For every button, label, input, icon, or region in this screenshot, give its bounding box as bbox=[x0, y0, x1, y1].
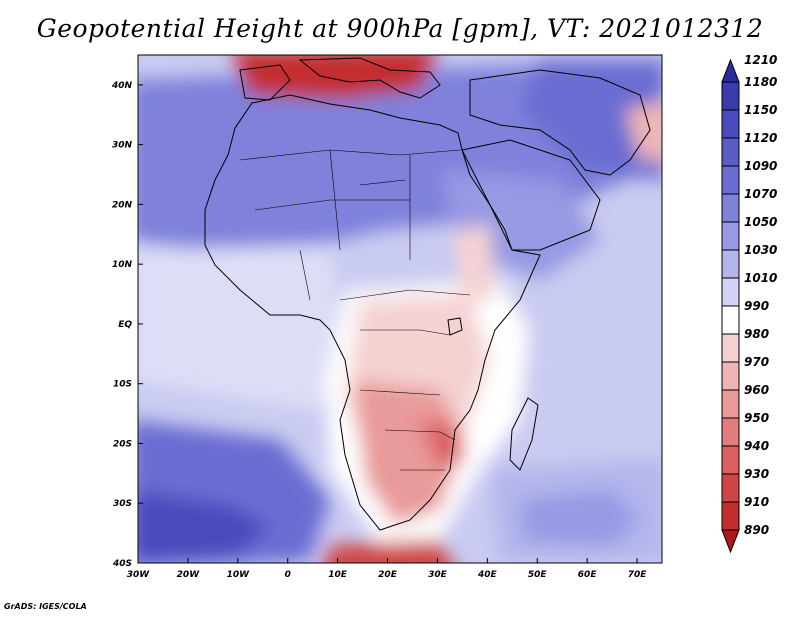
lon-tick-label: 70E bbox=[628, 570, 648, 580]
colorbar-bin bbox=[721, 277, 740, 307]
lat-tick-label: 10S bbox=[113, 380, 132, 390]
colorbar-label: 890 bbox=[744, 523, 769, 537]
colorbar-label: 1120 bbox=[744, 131, 777, 145]
lat-tick-label: 20N bbox=[112, 200, 133, 210]
lon-tick-label: 60E bbox=[578, 570, 598, 580]
lat-tick-label: 40N bbox=[111, 81, 133, 91]
colorbar-bin bbox=[721, 109, 740, 139]
colorbar-bin bbox=[721, 165, 740, 195]
lon-tick-label: 30E bbox=[428, 570, 448, 580]
africa-coastline bbox=[204, 94, 541, 531]
colorbar-label: 960 bbox=[744, 383, 769, 397]
colorbar-bin bbox=[721, 501, 740, 531]
colorbar-bin bbox=[721, 221, 740, 251]
colorbar-label: 940 bbox=[744, 439, 769, 453]
colorbar-label: 1010 bbox=[744, 271, 777, 285]
latitude-axis: 40N 30N 20N 10N EQ 10S 20S 30S 40S bbox=[111, 81, 143, 569]
lon-tick-label: 30W bbox=[127, 570, 151, 580]
sw-high-core bbox=[138, 491, 270, 560]
coastlines bbox=[204, 57, 651, 531]
colorbar-bin bbox=[721, 249, 740, 279]
tibet-low bbox=[625, 101, 662, 160]
lon-tick-label: 40E bbox=[477, 570, 498, 580]
colorbar-label: 990 bbox=[744, 299, 769, 313]
lat-tick-label: 10N bbox=[112, 260, 133, 270]
lon-tick-label: 10W bbox=[227, 570, 251, 580]
lon-tick-label: 10E bbox=[328, 570, 348, 580]
colorbar-bin bbox=[721, 473, 740, 503]
lat-tick-label: EQ bbox=[118, 320, 132, 330]
colorbar-label: 930 bbox=[744, 467, 769, 481]
colorbar-label: 980 bbox=[744, 327, 769, 341]
south-low-core bbox=[420, 420, 465, 470]
colorbar-bin bbox=[721, 81, 740, 111]
colorbar-label: 1180 bbox=[744, 75, 777, 89]
lat-tick-label: 30S bbox=[113, 499, 132, 509]
colorbar-label: 1210 bbox=[744, 53, 777, 67]
colorbar-bin bbox=[721, 361, 740, 391]
south-ocean-low bbox=[324, 540, 452, 563]
colorbar-bin bbox=[721, 417, 740, 447]
lon-tick-label: 50E bbox=[528, 570, 548, 580]
se-indian-core bbox=[520, 490, 640, 545]
colorbar-top-arrow bbox=[721, 58, 740, 83]
colorbar-bin bbox=[721, 389, 740, 419]
colorbar-label: 970 bbox=[744, 355, 769, 369]
lake-victoria bbox=[447, 317, 463, 336]
lon-tick-label: 0 bbox=[285, 570, 291, 580]
lat-tick-label: 30N bbox=[112, 141, 133, 151]
lat-tick-label: 20S bbox=[113, 439, 132, 449]
colorbar-label: 1090 bbox=[744, 159, 777, 173]
lon-tick-label: 20W bbox=[177, 570, 201, 580]
mediterranean-low bbox=[232, 55, 437, 100]
madagascar bbox=[509, 397, 539, 471]
map-frame bbox=[137, 54, 663, 564]
colorbar-bin bbox=[721, 445, 740, 475]
iberia-europe bbox=[239, 57, 441, 101]
colorbar-bin bbox=[721, 137, 740, 167]
colorbar-bottom-arrow bbox=[721, 529, 740, 554]
colorbar-bin bbox=[721, 193, 740, 223]
colorbar-bin bbox=[721, 305, 740, 335]
grads-credit: GrADS: IGES/COLA bbox=[4, 602, 87, 611]
colorbar-label: 910 bbox=[744, 495, 769, 509]
asia-coast bbox=[469, 69, 651, 176]
colorbar-bin bbox=[721, 333, 740, 363]
longitude-axis: 30W 20W 10W 0 10E 20E 30E 40E 50E 60E 70E bbox=[127, 558, 647, 580]
colorbar-label: 1070 bbox=[744, 187, 777, 201]
east-trough-region bbox=[455, 225, 495, 300]
lat-tick-label: 40S bbox=[112, 559, 132, 569]
plot-title: Geopotential Height at 900hPa [gpm], VT:… bbox=[36, 14, 764, 43]
colorbar-label: 1150 bbox=[744, 103, 777, 117]
east-high-region bbox=[520, 60, 662, 180]
height-field bbox=[138, 55, 662, 563]
lon-tick-label: 20E bbox=[378, 570, 398, 580]
atlantic-lowlat-region bbox=[138, 245, 340, 410]
colorbar-label: 1050 bbox=[744, 215, 777, 229]
colorbar: 1210 1180 1150 1120 1090 1070 1050 1030 1010 990 9… bbox=[721, 53, 777, 554]
arabian-peninsula bbox=[461, 139, 601, 251]
colorbar-label: 950 bbox=[744, 411, 769, 425]
internal-borders bbox=[239, 149, 471, 471]
colorbar-label: 1030 bbox=[744, 243, 777, 257]
